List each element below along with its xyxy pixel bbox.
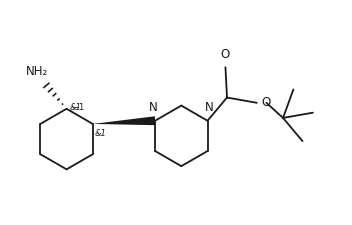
Text: O: O (221, 48, 230, 61)
Text: &1: &1 (70, 103, 82, 112)
Text: −1: −1 (72, 103, 84, 112)
Text: NH₂: NH₂ (26, 65, 48, 78)
Text: N: N (149, 101, 157, 114)
Polygon shape (93, 116, 155, 125)
Text: &1: &1 (95, 129, 107, 138)
Text: O: O (261, 96, 270, 109)
Text: N: N (205, 101, 214, 114)
